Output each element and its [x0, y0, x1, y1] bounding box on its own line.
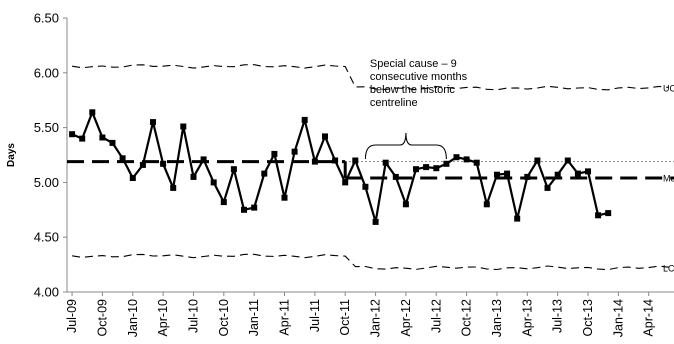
- data-point: [443, 160, 450, 167]
- data-point: [281, 194, 288, 201]
- limit-label-mean: Me: [663, 174, 674, 184]
- data-point: [139, 161, 146, 168]
- data-point: [392, 173, 399, 180]
- data-point: [574, 170, 581, 177]
- ucl-line: [72, 64, 669, 91]
- data-point: [504, 170, 511, 177]
- y-tick-label: 6.50: [34, 11, 59, 26]
- data-point: [362, 183, 369, 190]
- data-point: [514, 215, 521, 222]
- data-point: [372, 218, 379, 225]
- data-point: [160, 160, 167, 167]
- data-point: [494, 171, 500, 178]
- x-tick-label: Oct-12: [460, 299, 474, 337]
- y-tick-labels: 6.50 6.00 5.50 5.00 4.50 4.00: [34, 11, 67, 300]
- data-point: [271, 150, 278, 157]
- data-point: [89, 109, 96, 116]
- data-point: [301, 116, 308, 123]
- data-point: [210, 179, 217, 186]
- y-tick-label: 5.50: [34, 120, 59, 135]
- x-tick-label: Apr-11: [278, 299, 292, 336]
- annotation-text-line: below the historic: [370, 84, 455, 96]
- data-point: [453, 154, 460, 161]
- data-point: [150, 119, 156, 126]
- data-point: [585, 168, 591, 175]
- data-point: [69, 131, 76, 138]
- data-point: [251, 204, 258, 211]
- x-tick-label: Jan-11: [247, 299, 261, 336]
- series-line: [71, 111, 609, 223]
- x-tick-label: Apr-12: [399, 299, 413, 337]
- data-point: [402, 201, 409, 208]
- data-point: [352, 157, 359, 164]
- x-tick-label: Oct-11: [338, 299, 352, 336]
- x-tick-label: Apr-10: [156, 299, 170, 337]
- data-point: [413, 166, 419, 173]
- data-point: [109, 139, 116, 146]
- x-tick-label: Jul-10: [186, 299, 200, 333]
- data-point: [544, 184, 551, 191]
- data-point: [322, 133, 328, 140]
- data-point: [311, 158, 318, 165]
- data-point: [79, 135, 86, 142]
- limit-label-ucl: UC: [663, 84, 674, 94]
- x-tick-label: Oct-09: [95, 299, 109, 337]
- data-point: [129, 175, 136, 181]
- y-tick-label: 4.00: [34, 285, 59, 300]
- data-point: [291, 148, 298, 155]
- data-point: [230, 166, 237, 173]
- data-point: [423, 164, 430, 171]
- data-point: [261, 170, 268, 177]
- data-point: [332, 157, 339, 164]
- data-point: [180, 123, 187, 130]
- annotation-text-line: consecutive months: [370, 71, 468, 83]
- limit-label-lcl: LC: [663, 263, 674, 273]
- data-point: [119, 155, 126, 162]
- chart-axes: [66, 18, 674, 293]
- y-tick-label: 4.50: [34, 230, 59, 245]
- data-point: [241, 206, 247, 213]
- data-point: [170, 184, 177, 191]
- data-point: [473, 159, 480, 166]
- x-tick-label: Apr-14: [642, 299, 656, 337]
- x-tick-label: Jul-12: [429, 299, 443, 333]
- data-series: [69, 109, 612, 225]
- x-tick-label: Jul-09: [65, 299, 79, 333]
- x-tick-labels: Jul-09 Oct-09 Jan-10 Apr-10 Jul-10 Oct-10 Jan-…: [65, 292, 656, 337]
- data-point: [483, 201, 490, 208]
- x-tick-label: Oct-13: [581, 299, 595, 337]
- data-point: [342, 179, 349, 186]
- annotation-brace: [364, 132, 447, 160]
- annotation-text-line: centreline: [370, 97, 418, 109]
- annotation-text-line: Special cause – 9: [370, 58, 457, 70]
- data-point: [463, 156, 470, 163]
- x-tick-label: Jan-14: [611, 299, 625, 337]
- data-point: [524, 173, 531, 180]
- data-point: [534, 157, 541, 164]
- data-point: [605, 210, 612, 217]
- lcl-line: [72, 253, 669, 271]
- x-tick-label: Oct-10: [217, 299, 231, 337]
- data-point: [564, 157, 571, 164]
- x-tick-label: Jan-12: [369, 299, 383, 337]
- data-point: [554, 171, 561, 178]
- x-tick-label: Apr-13: [520, 299, 534, 337]
- limit-labels: UC Me LC: [663, 84, 674, 274]
- y-axis-title: Days: [6, 143, 17, 167]
- y-tick-label: 6.00: [34, 65, 59, 80]
- data-point: [220, 199, 227, 206]
- data-point: [200, 156, 207, 163]
- x-tick-label: Jan-13: [490, 299, 504, 337]
- data-point: [190, 173, 197, 180]
- data-point: [99, 134, 106, 141]
- data-point: [382, 159, 389, 166]
- y-tick-label: 5.00: [34, 175, 59, 190]
- data-point: [433, 165, 440, 172]
- data-point: [595, 212, 602, 219]
- x-tick-label: Jan-10: [126, 299, 140, 337]
- x-tick-label: Jul-11: [308, 299, 322, 332]
- x-tick-label: Jul-13: [551, 299, 565, 333]
